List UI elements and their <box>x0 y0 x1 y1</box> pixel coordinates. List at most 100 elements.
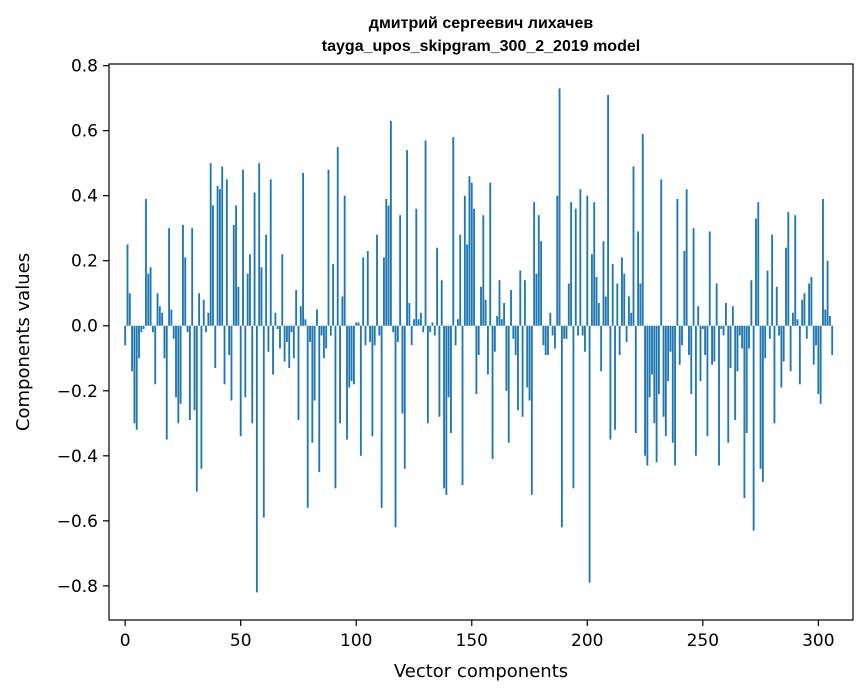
bar <box>498 280 501 326</box>
bar <box>588 325 591 583</box>
bar <box>359 325 362 456</box>
bar <box>752 325 755 531</box>
bar <box>688 325 690 355</box>
bar <box>510 289 512 326</box>
bar <box>172 325 175 339</box>
bar <box>805 325 808 339</box>
bar <box>535 273 538 326</box>
bar <box>269 179 272 326</box>
bar <box>202 299 205 326</box>
bar <box>627 296 630 326</box>
bar <box>512 325 515 339</box>
bar <box>505 325 508 391</box>
bar <box>355 322 358 326</box>
bar <box>560 325 563 528</box>
bar <box>461 325 464 486</box>
bar <box>145 198 147 326</box>
bar <box>322 325 325 359</box>
bar <box>757 202 760 326</box>
bar <box>369 325 372 342</box>
bar <box>399 215 402 326</box>
bar <box>249 254 251 326</box>
bar <box>258 163 261 326</box>
bar <box>177 325 180 424</box>
bar <box>771 234 774 326</box>
bar <box>306 325 309 508</box>
bar <box>493 325 496 352</box>
bar <box>789 325 792 372</box>
bar <box>170 309 173 326</box>
bar <box>614 325 616 430</box>
y-axis-label: Components values <box>13 253 34 431</box>
x-tick-label: 0 <box>120 631 131 651</box>
bar <box>336 146 339 326</box>
bar <box>450 325 452 434</box>
bar <box>168 228 170 326</box>
bar <box>188 325 191 421</box>
bar <box>473 208 475 326</box>
bar-series <box>124 88 834 593</box>
bar <box>685 189 688 326</box>
bar <box>796 319 799 326</box>
bar <box>140 325 143 333</box>
bar <box>711 325 713 365</box>
bar <box>554 325 556 349</box>
bar <box>230 325 233 401</box>
bar <box>193 325 196 411</box>
bar <box>191 228 194 326</box>
bar <box>431 322 434 326</box>
bar <box>727 325 730 443</box>
bar <box>785 247 787 326</box>
bar <box>403 325 406 469</box>
bar <box>463 195 466 326</box>
bar <box>253 192 256 326</box>
bar <box>530 325 533 495</box>
x-tick-label: 150 <box>456 631 488 651</box>
bar <box>632 166 635 326</box>
bar <box>429 325 432 333</box>
bar <box>577 325 579 336</box>
bar <box>443 325 445 489</box>
bar <box>470 182 473 326</box>
bar <box>595 276 598 326</box>
bar <box>669 325 672 352</box>
bar <box>637 231 640 326</box>
bar <box>128 293 131 326</box>
y-tick-label: −0.2 <box>57 382 98 402</box>
bar <box>242 169 244 326</box>
bar <box>699 325 702 382</box>
bar <box>794 215 797 326</box>
bar <box>422 325 425 333</box>
bar <box>161 312 164 326</box>
bar <box>715 283 718 326</box>
bar <box>237 286 240 326</box>
bar <box>773 325 776 424</box>
bar <box>221 166 224 326</box>
bar <box>817 325 820 395</box>
bar <box>383 257 385 326</box>
bar <box>782 325 785 362</box>
bar <box>410 325 413 346</box>
bar <box>678 325 681 365</box>
bar <box>385 198 388 326</box>
bar <box>452 137 455 326</box>
bar <box>260 267 263 326</box>
bar <box>822 198 824 326</box>
bar <box>309 325 311 342</box>
bar <box>329 325 332 336</box>
bar <box>209 163 212 326</box>
bar <box>149 267 152 326</box>
bar <box>600 325 603 372</box>
bar <box>542 325 545 346</box>
bar <box>630 312 633 326</box>
y-tick-label: −0.4 <box>57 447 98 467</box>
bar <box>124 325 127 346</box>
bar <box>484 299 487 326</box>
bar <box>313 325 316 401</box>
bar <box>454 325 457 346</box>
bar <box>775 286 778 326</box>
bar <box>371 325 374 437</box>
bar <box>214 325 217 369</box>
bar <box>579 189 582 326</box>
